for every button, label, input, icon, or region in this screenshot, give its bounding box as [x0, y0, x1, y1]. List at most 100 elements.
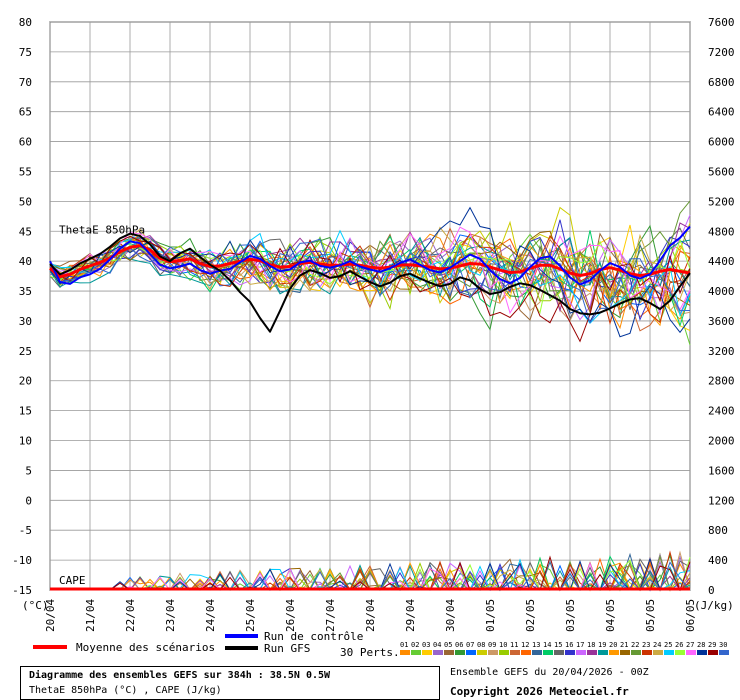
perturbation-code: 25	[664, 641, 672, 649]
perturbation-swatch	[653, 650, 663, 655]
left-tick-label: -15	[12, 584, 32, 597]
perturbation-code: 30	[719, 641, 727, 649]
x-tick-label: 23/04	[164, 599, 177, 632]
x-tick-label: 04/05	[604, 599, 617, 632]
left-axis-unit: (°C)	[22, 599, 49, 612]
perturbation-swatch	[609, 650, 619, 655]
left-tick-label: 30	[19, 315, 32, 328]
perturbation-swatch	[620, 650, 630, 655]
left-tick-label: 75	[19, 46, 32, 59]
perturbation-swatch	[686, 650, 696, 655]
perturbation-code: 15	[554, 641, 562, 649]
perturbation-code: 06	[455, 641, 463, 649]
right-tick-label: 6400	[708, 106, 735, 119]
right-tick-label: 2000	[708, 435, 735, 448]
perturbation-swatch	[433, 650, 443, 655]
footer-subtitle: ThetaE 850hPa (°C) , CAPE (J/kg)	[29, 685, 222, 696]
perturbation-swatch	[642, 650, 652, 655]
x-tick-label: 20/04	[44, 599, 57, 632]
right-tick-label: 3200	[708, 345, 735, 358]
perturbation-code: 23	[642, 641, 650, 649]
perturbation-swatch	[598, 650, 608, 655]
right-tick-label: 1600	[708, 464, 735, 477]
perturbation-line	[49, 238, 691, 324]
x-tick-label: 28/04	[364, 599, 377, 632]
perturbation-code: 09	[488, 641, 496, 649]
perturbation-code: 28	[697, 641, 705, 649]
perturbation-swatch	[565, 650, 575, 655]
main-series-lines	[49, 225, 691, 591]
perturbations-legend-label: 30 Perts.	[340, 646, 400, 659]
left-tick-label: 70	[19, 76, 32, 89]
perturbation-swatch	[675, 650, 685, 655]
perturbation-swatch	[444, 650, 454, 655]
perturbation-swatch	[554, 650, 564, 655]
perturbation-code: 21	[620, 641, 628, 649]
left-tick-label: 5	[25, 464, 32, 477]
left-tick-label: 40	[19, 255, 32, 268]
perturbation-swatch	[708, 650, 718, 655]
right-tick-label: 6000	[708, 136, 735, 149]
perturbation-code: 01	[400, 641, 408, 649]
perturbation-code: 19	[598, 641, 606, 649]
perturbation-swatch	[477, 650, 487, 655]
perturbation-code: 18	[587, 641, 595, 649]
right-tick-label: 3600	[708, 315, 735, 328]
control-legend-label: Run de contrôle	[264, 630, 363, 643]
left-tick-label: 25	[19, 345, 32, 358]
left-tick-label: 65	[19, 106, 32, 119]
perturbation-code: 24	[653, 641, 661, 649]
copyright-label: Copyright 2026 Meteociel.fr	[450, 685, 629, 698]
perturbation-swatch	[455, 650, 465, 655]
perturbation-code: 10	[499, 641, 507, 649]
right-tick-label: 2800	[708, 375, 735, 388]
perturbation-swatch	[400, 650, 410, 655]
x-tick-label: 03/05	[564, 599, 577, 632]
right-tick-label: 2400	[708, 405, 735, 418]
perturbation-code: 12	[521, 641, 529, 649]
x-tick-label: 05/05	[644, 599, 657, 632]
ensemble-run-label: Ensemble GEFS du 20/04/2026 - 00Z	[450, 667, 649, 678]
right-tick-label: 4000	[708, 285, 735, 298]
perturbation-code: 13	[532, 641, 540, 649]
right-tick-label: 6800	[708, 76, 735, 89]
perturbation-swatch	[719, 650, 729, 655]
perturbation-swatch	[411, 650, 421, 655]
mean-legend-label: Moyenne des scénarios	[76, 641, 215, 654]
perturbation-code: 02	[411, 641, 419, 649]
perturbation-swatch	[543, 650, 553, 655]
x-tick-label: 27/04	[324, 599, 337, 632]
perturbation-code: 26	[675, 641, 683, 649]
perturbation-swatch	[466, 650, 476, 655]
left-tick-label: 55	[19, 165, 32, 178]
left-tick-label: 50	[19, 195, 32, 208]
perturbation-code: 07	[466, 641, 474, 649]
x-tick-label: 02/05	[524, 599, 537, 632]
perturbation-swatch	[422, 650, 432, 655]
left-tick-label: 20	[19, 375, 32, 388]
x-tick-label: 24/04	[204, 599, 217, 632]
perturbation-swatch	[587, 650, 597, 655]
perturbation-code: 17	[576, 641, 584, 649]
perturbation-swatch	[664, 650, 674, 655]
left-tick-label: 0	[25, 494, 32, 507]
x-tick-label: 06/05	[684, 599, 697, 632]
control-series-line	[49, 225, 691, 286]
x-tick-label: 01/05	[484, 599, 497, 632]
x-tick-label: 30/04	[444, 599, 457, 632]
perturbation-code: 08	[477, 641, 485, 649]
gfs-legend-label: Run GFS	[264, 642, 310, 655]
right-tick-label: 4800	[708, 225, 735, 238]
left-tick-label: 15	[19, 405, 32, 418]
left-tick-label: 80	[19, 16, 32, 29]
thetae-panel-label: ThetaE 850hPa	[59, 224, 145, 237]
left-tick-label: -10	[12, 554, 32, 567]
perturbation-swatch	[697, 650, 707, 655]
perturbation-swatch	[499, 650, 509, 655]
perturbation-code: 27	[686, 641, 694, 649]
footer-title: Diagramme des ensembles GEFS sur 384h : …	[29, 670, 331, 681]
left-tick-label: 35	[19, 285, 32, 298]
right-tick-label: 7600	[708, 16, 735, 29]
perturbation-swatch	[576, 650, 586, 655]
